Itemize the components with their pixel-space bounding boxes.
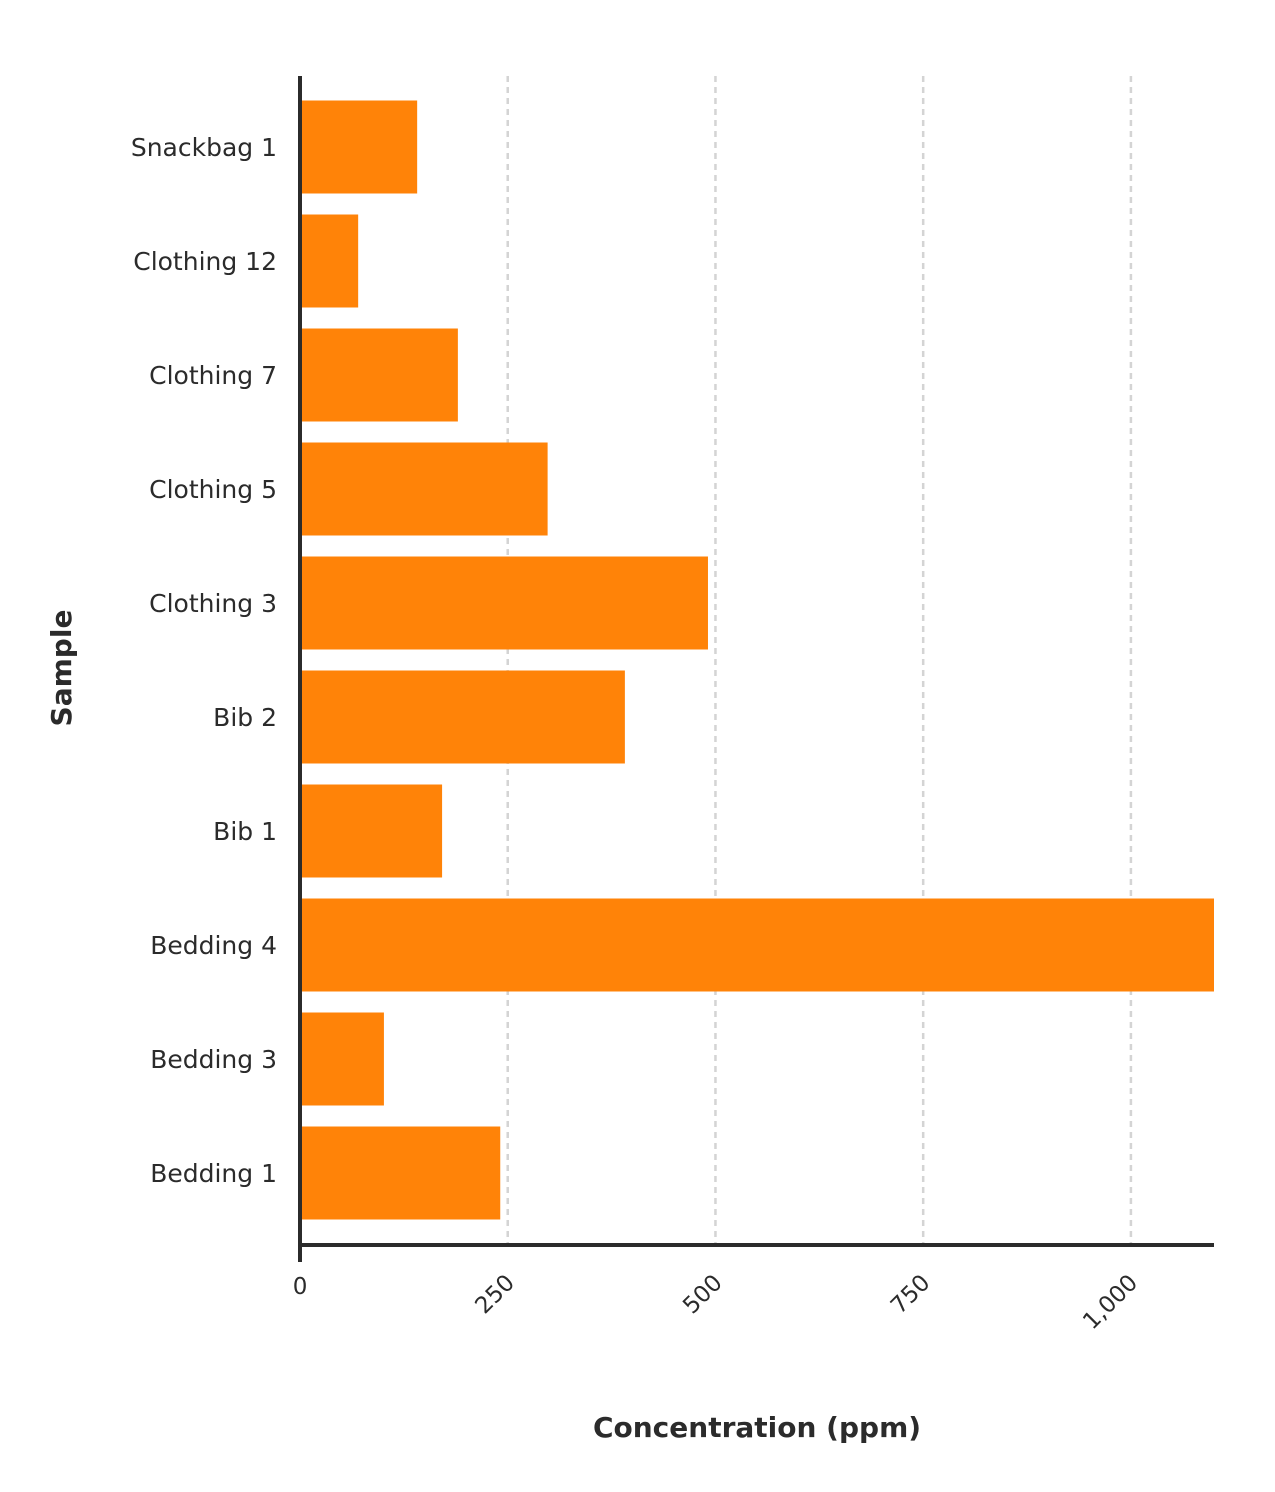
y-axis-title: Sample: [45, 610, 78, 727]
bar: [300, 556, 708, 650]
bar: [300, 1126, 501, 1220]
bar: [300, 442, 548, 536]
gridlines: [506, 76, 1133, 1245]
bar: [300, 784, 443, 878]
category-label: Bedding 4: [150, 931, 277, 960]
category-label: Bedding 1: [150, 1159, 277, 1188]
bar: [300, 1012, 384, 1106]
x-tick-label: 250: [471, 1270, 520, 1319]
x-tick-label: 0: [293, 1274, 308, 1300]
x-axis-title: Concentration (ppm): [593, 1411, 921, 1444]
category-label: Clothing 7: [149, 361, 277, 390]
category-label: Snackbag 1: [131, 133, 277, 162]
category-label: Bedding 3: [150, 1045, 277, 1074]
category-label: Bib 1: [213, 817, 277, 846]
bar: [300, 898, 1214, 992]
x-tick-label: 500: [678, 1270, 727, 1319]
bars: [300, 100, 1214, 1220]
x-tick-label: 1,000: [1078, 1270, 1143, 1335]
category-label: Clothing 3: [149, 589, 277, 618]
category-label: Clothing 5: [149, 475, 277, 504]
bar: [300, 328, 458, 422]
x-tick-label: 750: [886, 1270, 935, 1319]
category-label: Clothing 12: [133, 247, 277, 276]
x-tick-labels: 0 250 500 750 1,000: [293, 1270, 1143, 1335]
category-labels: Snackbag 1 Clothing 12 Clothing 7 Clothing …: [131, 133, 277, 1188]
category-label: Bib 2: [213, 703, 277, 732]
bar: [300, 214, 359, 308]
bar: [300, 100, 418, 194]
bar: [300, 670, 625, 764]
